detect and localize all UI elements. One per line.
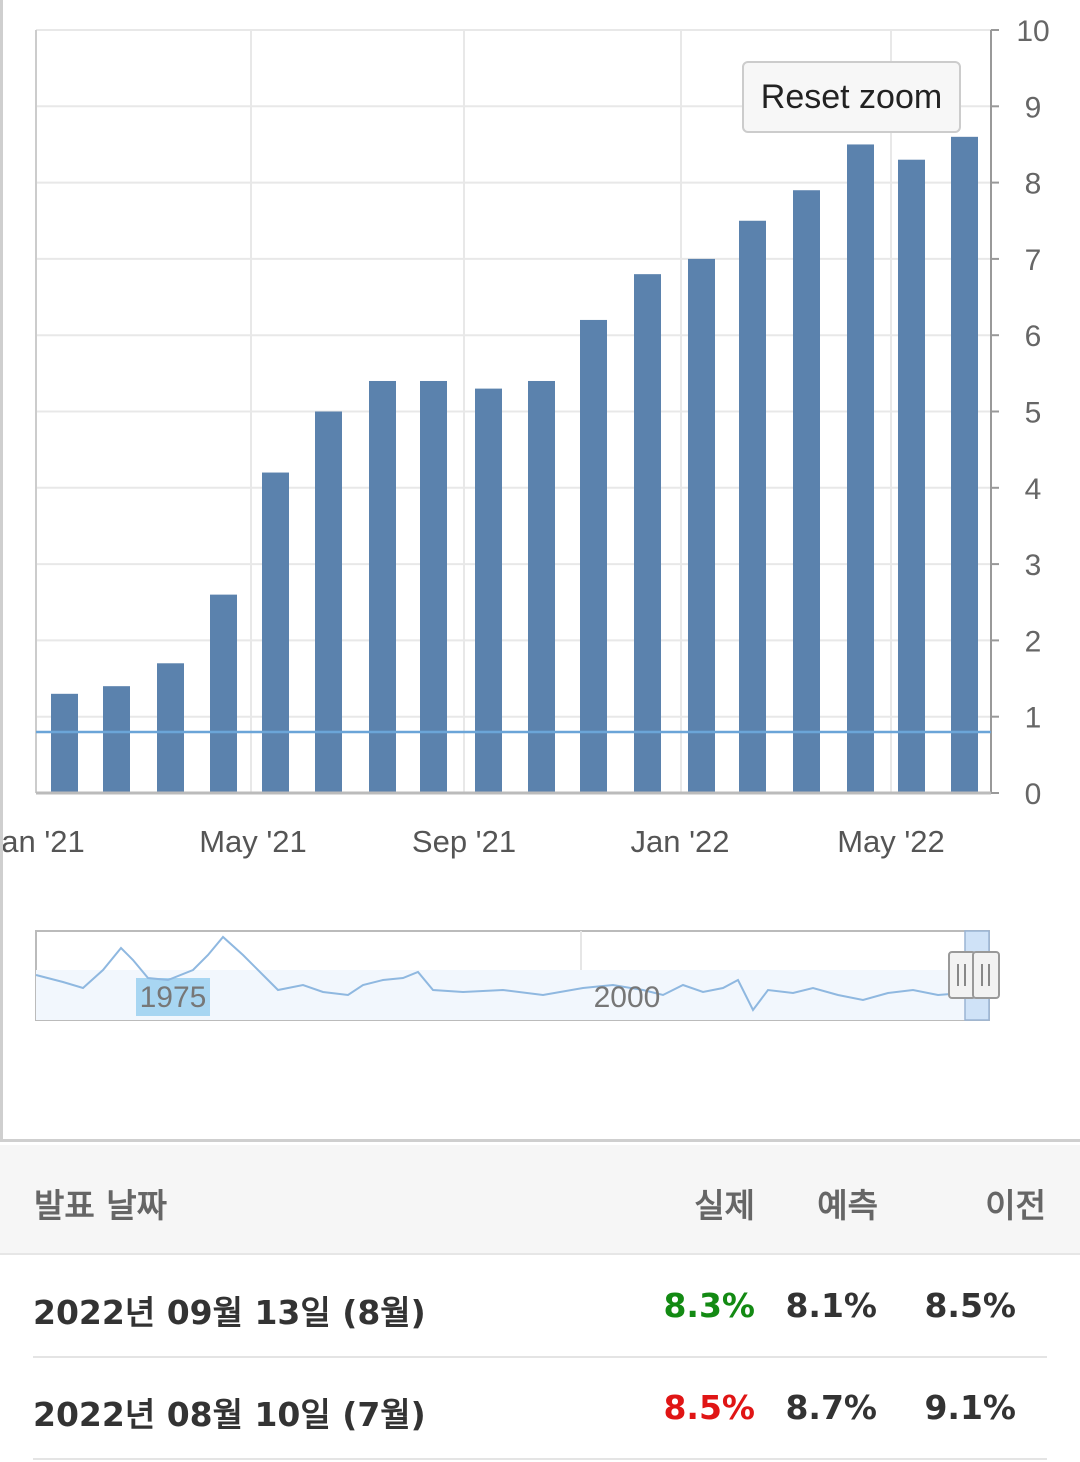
- y-tick-label: 0: [1025, 778, 1042, 811]
- y-tick-label: 9: [1025, 91, 1042, 124]
- y-tick-label: 7: [1025, 244, 1042, 277]
- bar[interactable]: [103, 686, 130, 793]
- y-tick-label: 1: [1025, 702, 1042, 735]
- bar[interactable]: [898, 159, 925, 793]
- y-tick-label: 2: [1025, 625, 1042, 658]
- bar[interactable]: [528, 380, 555, 793]
- release-date: 2022년 08월 10일 (7월): [33, 1395, 426, 1434]
- bar[interactable]: [262, 472, 289, 793]
- y-tick-label: 10: [1016, 15, 1049, 48]
- bar[interactable]: [475, 388, 502, 793]
- bar[interactable]: [51, 693, 78, 793]
- y-tick-label: 6: [1025, 320, 1042, 353]
- navigator-year-label: 1975: [140, 981, 207, 1014]
- header-forecast: 예측: [817, 1186, 878, 1225]
- y-tick-label: 4: [1025, 473, 1042, 506]
- bar[interactable]: [420, 380, 447, 793]
- table-row[interactable]: 2022년 09월 13일 (8월) 8.3% 8.1% 8.5%: [33, 1256, 1047, 1358]
- chart-area[interactable]: 0 1 2 3 4 5 6 7 8 9 10 an '21 May '21 Sep '21 Jan '22 M…: [3, 0, 1080, 1140]
- bar[interactable]: [315, 411, 342, 794]
- bar[interactable]: [951, 136, 978, 793]
- header-previous: 이전: [985, 1186, 1046, 1225]
- table-header: 발표 날짜 실제 예측 이전: [0, 1145, 1080, 1255]
- bar[interactable]: [793, 190, 820, 794]
- reset-zoom-button[interactable]: Reset zoom: [742, 61, 961, 133]
- x-tick-label: Sep '21: [412, 824, 516, 859]
- table-row[interactable]: 2022년 08월 10일 (7월) 8.5% 8.7% 9.1%: [33, 1358, 1047, 1460]
- y-tick-label: 8: [1025, 168, 1042, 201]
- release-table: 발표 날짜 실제 예측 이전 2022년 09월 13일 (8월) 8.3% 8…: [0, 1145, 1080, 1462]
- bar[interactable]: [739, 220, 766, 793]
- x-tick-label: an '21: [3, 824, 85, 859]
- bar[interactable]: [688, 258, 715, 793]
- bar[interactable]: [634, 274, 661, 793]
- y-tick-label: 3: [1025, 549, 1042, 582]
- forecast-value: 8.1%: [785, 1286, 877, 1325]
- navigator-handle[interactable]: [972, 951, 1000, 999]
- actual-value: 8.5%: [663, 1388, 755, 1427]
- navigator-label-highlight: [136, 978, 210, 1016]
- bar[interactable]: [369, 380, 396, 793]
- previous-value: 9.1%: [924, 1388, 1016, 1427]
- actual-value: 8.3%: [663, 1286, 755, 1325]
- y-tick-label: 5: [1025, 397, 1042, 430]
- x-tick-label: Jan '22: [631, 824, 730, 859]
- bar[interactable]: [157, 663, 184, 793]
- navigator-handle[interactable]: [948, 951, 976, 999]
- header-release-date: 발표 날짜: [34, 1186, 167, 1225]
- chart-panel: 0 1 2 3 4 5 6 7 8 9 10 an '21 May '21 Sep '21 Jan '22 M…: [0, 0, 1080, 1142]
- navigator-series-line: [35, 935, 964, 1012]
- x-tick-label: May '22: [837, 824, 945, 859]
- forecast-value: 8.7%: [785, 1388, 877, 1427]
- navigator-year-label: 2000: [594, 981, 661, 1014]
- x-tick-label: May '21: [199, 824, 307, 859]
- previous-value: 8.5%: [924, 1286, 1016, 1325]
- header-actual: 실제: [694, 1186, 755, 1225]
- bar[interactable]: [210, 594, 237, 793]
- release-date: 2022년 09월 13일 (8월): [33, 1293, 426, 1332]
- bar[interactable]: [847, 144, 874, 793]
- bar[interactable]: [580, 319, 607, 793]
